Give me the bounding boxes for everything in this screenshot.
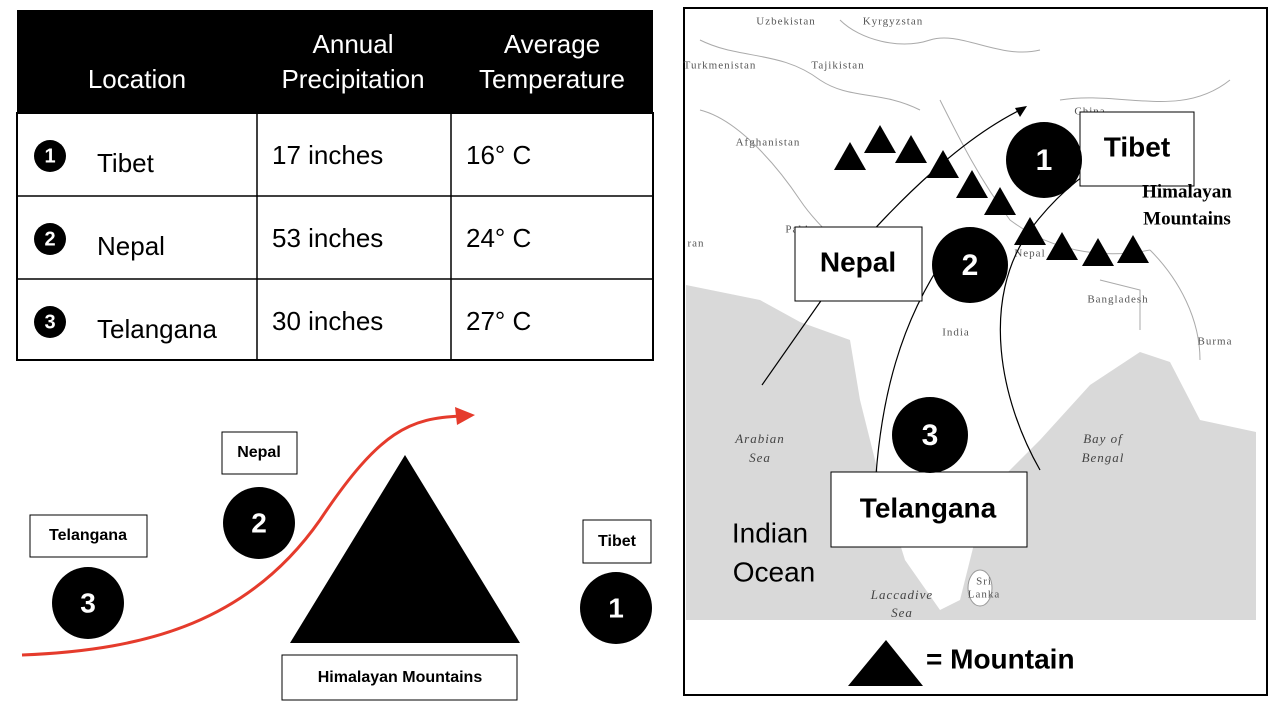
callout: Tibet: [1104, 131, 1170, 162]
mountain-icon: [1082, 238, 1114, 266]
place: Uzbekistan: [756, 16, 815, 28]
place: ran: [687, 238, 704, 250]
number-circle: [52, 567, 124, 639]
place: Afghanistan: [736, 137, 801, 149]
row-badge: [34, 223, 66, 255]
ocean-label: Ocean: [733, 556, 816, 587]
island: [967, 569, 993, 607]
place: Kyrgyzstan: [863, 16, 924, 28]
label-box: [582, 519, 652, 564]
number: 3: [922, 419, 939, 452]
arrow-head: [1015, 106, 1027, 117]
place: India: [942, 327, 970, 339]
row-badge: [34, 140, 66, 172]
place: Lanka: [968, 589, 1000, 601]
label: Nepal: [237, 444, 281, 461]
legend-label: = Mountain: [926, 643, 1075, 674]
mountain-icon: [895, 135, 927, 163]
callout: Nepal: [820, 246, 896, 277]
legend-symbol: [848, 640, 923, 686]
number-circle: [223, 487, 295, 559]
arrow: [21, 414, 463, 657]
row-number: 3: [44, 311, 55, 333]
temperature: 16° C: [466, 140, 531, 170]
label-box: [830, 471, 1028, 548]
map: Uzbekistan Kyrgyzstan Turkmenistan Tajik…: [683, 7, 1268, 696]
mountain-icon: [956, 170, 988, 198]
number-circle: [892, 397, 968, 473]
map-labels: Uzbekistan Kyrgyzstan Turkmenistan Tajik…: [684, 16, 1233, 620]
row-badge: [34, 306, 66, 338]
precipitation: 30 inches: [272, 306, 383, 336]
number-circle: [932, 227, 1008, 303]
sea: Bengal: [1082, 450, 1125, 465]
sea: Arabian: [734, 431, 785, 446]
header: Location: [88, 64, 186, 94]
location: Telangana: [97, 314, 218, 344]
sea: Sea: [749, 450, 771, 465]
precipitation: 17 inches: [272, 140, 383, 170]
row-number: 2: [44, 228, 55, 250]
mountains: [834, 125, 1149, 266]
label: Telangana: [49, 527, 127, 544]
label: Tibet: [598, 533, 637, 550]
ocean-label: Indian: [732, 517, 808, 548]
table-body: [16, 112, 654, 361]
range-label: Mountains: [1143, 208, 1231, 229]
mountain: [290, 455, 520, 643]
mountain-icon: [864, 125, 896, 153]
callout: Telangana: [860, 492, 997, 523]
number-circle: [580, 572, 652, 644]
place: Turkmenistan: [684, 60, 757, 72]
label-box: [794, 226, 923, 302]
location: Nepal: [97, 231, 165, 261]
row-number: 1: [44, 145, 55, 167]
label-box: [29, 514, 148, 558]
temperature: 27° C: [466, 306, 531, 336]
label-box: [281, 654, 518, 701]
place: Nepal: [1014, 248, 1045, 260]
number: 2: [962, 249, 979, 282]
label-box: [221, 431, 298, 475]
table: Location Annual Precipitation Average Te…: [16, 10, 654, 361]
temperature: 24° C: [466, 223, 531, 253]
header: Average: [504, 29, 600, 59]
header: Annual: [313, 29, 394, 59]
mountain-icon: [1014, 217, 1046, 245]
mountain-icon: [984, 187, 1016, 215]
header: Precipitation: [281, 64, 424, 94]
arrow-head: [455, 407, 475, 425]
mountain-icon: [927, 150, 959, 178]
range-label: Himalayan: [1142, 181, 1232, 202]
place: Tajikistan: [811, 60, 864, 72]
place: Burma: [1198, 336, 1233, 348]
sea: Bay of: [1083, 431, 1124, 446]
diagram: Telangana Nepal Tibet Himalayan Mountain…: [21, 407, 652, 701]
label-box: [1079, 111, 1195, 187]
place: Sri: [976, 576, 992, 588]
number: 2: [251, 507, 267, 538]
number-circle: [1006, 122, 1082, 198]
sea: Laccadive: [870, 587, 933, 602]
table-header: [17, 10, 653, 113]
table-rows: 1 Tibet 17 inches 16° C 2 Nepal 53 inches 24° C…: [34, 140, 531, 344]
number: 1: [608, 592, 624, 623]
ocean: [686, 285, 1256, 620]
label: Himalayan Mountains: [318, 669, 483, 686]
precipitation: 53 inches: [272, 223, 383, 253]
header: Temperature: [479, 64, 625, 94]
mountain-icon: [1117, 235, 1149, 263]
number: 3: [80, 587, 96, 618]
place: Bangladesh: [1087, 294, 1148, 306]
sea: Sea: [891, 605, 913, 620]
number: 1: [1036, 144, 1053, 177]
mountain-icon: [1046, 232, 1078, 260]
mountain-icon: [834, 142, 866, 170]
location: Tibet: [97, 148, 155, 178]
